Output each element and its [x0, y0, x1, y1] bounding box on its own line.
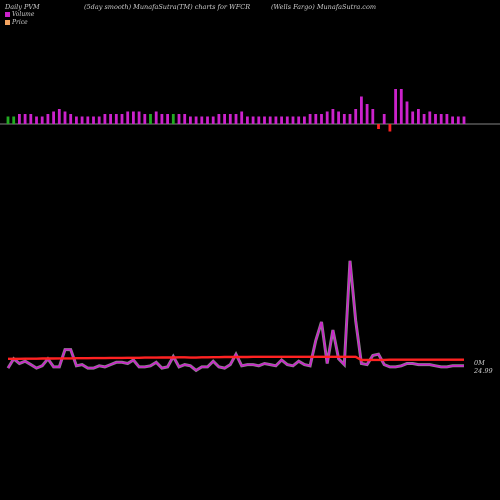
price-end-label: 24.99 [473, 367, 493, 375]
volume-bar [456, 116, 460, 124]
volume-bar [194, 116, 198, 124]
volume-bar [388, 124, 392, 132]
volume-bar [291, 116, 295, 124]
volume-bar [200, 116, 204, 124]
volume-bar [434, 114, 437, 124]
volume-bar [97, 116, 101, 124]
volume-bar [280, 116, 283, 124]
legend-swatch-price [5, 19, 10, 25]
volume-bar [183, 114, 187, 124]
volume-bar [92, 116, 95, 124]
volume-bar [166, 114, 169, 124]
volume-bar [35, 116, 38, 124]
volume-bar [320, 114, 323, 124]
volume-bar [103, 114, 107, 124]
volume-bar [297, 116, 301, 124]
volume-bar [46, 114, 50, 124]
volume-bar [377, 124, 380, 129]
volume-bar [177, 114, 181, 124]
volume-bar [160, 114, 164, 124]
volume-bar [223, 114, 226, 124]
volume-bar [80, 116, 84, 124]
volume-bar [451, 116, 454, 124]
volume-bar [52, 111, 55, 124]
volume-bar [285, 116, 289, 124]
legend-item-volume: Volume [5, 10, 34, 18]
pvm-line [7, 260, 464, 372]
site-label: (Wells Fargo) MunafaSutra.com [271, 3, 377, 11]
volume-bar [171, 114, 175, 124]
volume-bar [189, 116, 192, 124]
volume-bar [422, 114, 426, 124]
legend-label-price: Price [12, 18, 28, 26]
volume-bar [6, 116, 10, 124]
volume-bar [462, 116, 466, 124]
volume-bar [337, 111, 340, 124]
volume-bar [114, 114, 118, 124]
volume-bar [69, 114, 73, 124]
chart-title: (5day smooth) MunafaSutra(TM) charts for… [84, 3, 251, 11]
volume-bar [428, 111, 432, 124]
volume-bar [439, 114, 443, 124]
volume-bar [18, 114, 21, 124]
legend-item-price: Price [5, 18, 34, 26]
volume-bar [75, 116, 78, 124]
volume-bar [234, 114, 238, 124]
volume-bar [405, 101, 409, 124]
legend-label-volume: Volume [12, 10, 35, 18]
volume-bar [217, 114, 221, 124]
volume-bar [29, 114, 33, 124]
volume-bar [109, 114, 112, 124]
volume-bar [399, 89, 403, 124]
volume-bar [137, 111, 141, 124]
volume-bar [331, 109, 335, 124]
price-line [8, 355, 464, 362]
volume-bar [251, 116, 255, 124]
volume-bar [417, 109, 420, 124]
legend-swatch-volume [5, 11, 10, 17]
volume-bar [394, 89, 397, 124]
volume-bar [143, 114, 147, 124]
volume-bar [12, 116, 16, 124]
volume-bar [314, 114, 318, 124]
volume-bar [263, 116, 266, 124]
volume-bar [206, 116, 209, 124]
volume-bar [268, 116, 272, 124]
volume-bar [348, 114, 352, 124]
pvm-end-label: 0M [474, 359, 485, 367]
volume-bar [445, 114, 449, 124]
volume-bar [342, 114, 346, 124]
volume-bar [228, 114, 232, 124]
volume-bar [132, 111, 135, 124]
volume-bar [240, 111, 244, 124]
volume-bar [360, 96, 363, 124]
volume-bar [257, 116, 261, 124]
volume-bar [149, 114, 152, 124]
volume-bar [40, 116, 44, 124]
volume-bar [154, 111, 158, 124]
volume-bar [126, 111, 130, 124]
volume-bar [382, 114, 386, 124]
volume-bar [274, 116, 278, 124]
volume-bar [211, 116, 215, 124]
volume-bar [63, 111, 67, 124]
volume-bar [86, 116, 90, 124]
volume-bar [57, 109, 61, 124]
volume-bar [371, 109, 375, 124]
volume-bar [308, 114, 312, 124]
legend: Volume Price [5, 10, 34, 26]
volume-bar [411, 111, 415, 124]
volume-bar [325, 111, 329, 124]
chart-type-label: Daily PVM [5, 3, 40, 11]
volume-bar [23, 114, 27, 124]
volume-bar [303, 116, 306, 124]
volume-bar [354, 109, 358, 124]
volume-bar [365, 104, 369, 124]
volume-bar [120, 114, 124, 124]
volume-bar [246, 116, 249, 124]
